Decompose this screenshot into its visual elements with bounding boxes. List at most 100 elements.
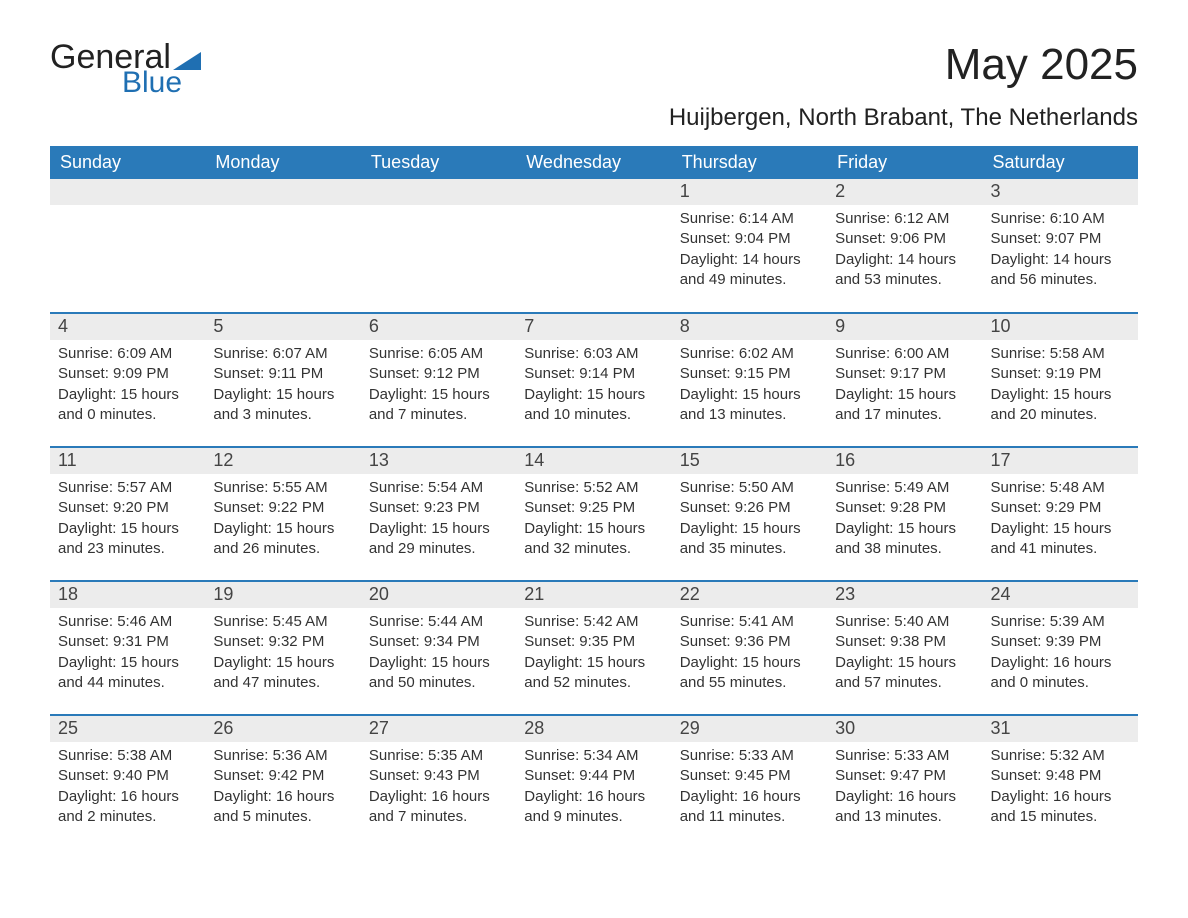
day-number: 3: [983, 179, 1138, 205]
sunset-text: Sunset: 9:44 PM: [524, 766, 663, 786]
sunrise-text: Sunrise: 6:03 AM: [524, 344, 663, 364]
calendar-cell: 24Sunrise: 5:39 AMSunset: 9:39 PMDayligh…: [983, 581, 1138, 715]
sunrise-text: Sunrise: 6:09 AM: [58, 344, 197, 364]
sunrise-text: Sunrise: 5:33 AM: [835, 746, 974, 766]
daylight-text: Daylight: 15 hours and 44 minutes.: [58, 653, 197, 694]
day-number: 19: [205, 582, 360, 608]
sunrise-text: Sunrise: 5:46 AM: [58, 612, 197, 632]
day-details: Sunrise: 6:09 AMSunset: 9:09 PMDaylight:…: [50, 340, 205, 433]
day-details: Sunrise: 5:32 AMSunset: 9:48 PMDaylight:…: [983, 742, 1138, 835]
sunrise-text: Sunrise: 5:32 AM: [991, 746, 1130, 766]
sunrise-text: Sunrise: 5:36 AM: [213, 746, 352, 766]
day-number: 15: [672, 448, 827, 474]
day-number: 29: [672, 716, 827, 742]
calendar-cell: 18Sunrise: 5:46 AMSunset: 9:31 PMDayligh…: [50, 581, 205, 715]
sunset-text: Sunset: 9:14 PM: [524, 364, 663, 384]
day-details: [516, 205, 671, 217]
location-subtitle: Huijbergen, North Brabant, The Netherlan…: [50, 104, 1138, 132]
daylight-text: Daylight: 15 hours and 29 minutes.: [369, 519, 508, 560]
sunrise-text: Sunrise: 6:00 AM: [835, 344, 974, 364]
daylight-text: Daylight: 14 hours and 49 minutes.: [680, 250, 819, 291]
page-title: May 2025: [945, 40, 1138, 90]
calendar-cell: 8Sunrise: 6:02 AMSunset: 9:15 PMDaylight…: [672, 313, 827, 447]
calendar-cell: 28Sunrise: 5:34 AMSunset: 9:44 PMDayligh…: [516, 715, 671, 849]
day-details: Sunrise: 5:50 AMSunset: 9:26 PMDaylight:…: [672, 474, 827, 567]
sunrise-text: Sunrise: 5:58 AM: [991, 344, 1130, 364]
day-details: Sunrise: 5:52 AMSunset: 9:25 PMDaylight:…: [516, 474, 671, 567]
day-number: 9: [827, 314, 982, 340]
calendar-table: Sunday Monday Tuesday Wednesday Thursday…: [50, 146, 1138, 849]
calendar-cell: 16Sunrise: 5:49 AMSunset: 9:28 PMDayligh…: [827, 447, 982, 581]
daylight-text: Daylight: 15 hours and 10 minutes.: [524, 385, 663, 426]
logo: General Blue: [50, 40, 201, 98]
sunset-text: Sunset: 9:35 PM: [524, 632, 663, 652]
calendar-cell: 22Sunrise: 5:41 AMSunset: 9:36 PMDayligh…: [672, 581, 827, 715]
day-details: Sunrise: 5:48 AMSunset: 9:29 PMDaylight:…: [983, 474, 1138, 567]
calendar-cell: 1Sunrise: 6:14 AMSunset: 9:04 PMDaylight…: [672, 179, 827, 313]
calendar-cell: 14Sunrise: 5:52 AMSunset: 9:25 PMDayligh…: [516, 447, 671, 581]
daylight-text: Daylight: 16 hours and 0 minutes.: [991, 653, 1130, 694]
sunset-text: Sunset: 9:17 PM: [835, 364, 974, 384]
sunrise-text: Sunrise: 6:10 AM: [991, 209, 1130, 229]
sunset-text: Sunset: 9:22 PM: [213, 498, 352, 518]
sunset-text: Sunset: 9:25 PM: [524, 498, 663, 518]
daylight-text: Daylight: 15 hours and 57 minutes.: [835, 653, 974, 694]
sunset-text: Sunset: 9:19 PM: [991, 364, 1130, 384]
daylight-text: Daylight: 15 hours and 7 minutes.: [369, 385, 508, 426]
day-number: [50, 179, 205, 205]
weekday-header: Wednesday: [516, 146, 671, 179]
sunrise-text: Sunrise: 5:39 AM: [991, 612, 1130, 632]
calendar-cell: 29Sunrise: 5:33 AMSunset: 9:45 PMDayligh…: [672, 715, 827, 849]
daylight-text: Daylight: 15 hours and 50 minutes.: [369, 653, 508, 694]
sunset-text: Sunset: 9:23 PM: [369, 498, 508, 518]
sunrise-text: Sunrise: 5:40 AM: [835, 612, 974, 632]
day-number: 4: [50, 314, 205, 340]
day-number: 27: [361, 716, 516, 742]
daylight-text: Daylight: 15 hours and 52 minutes.: [524, 653, 663, 694]
daylight-text: Daylight: 15 hours and 41 minutes.: [991, 519, 1130, 560]
weekday-header-row: Sunday Monday Tuesday Wednesday Thursday…: [50, 146, 1138, 179]
day-details: Sunrise: 5:57 AMSunset: 9:20 PMDaylight:…: [50, 474, 205, 567]
sunrise-text: Sunrise: 5:52 AM: [524, 478, 663, 498]
day-details: Sunrise: 5:33 AMSunset: 9:47 PMDaylight:…: [827, 742, 982, 835]
day-details: Sunrise: 5:42 AMSunset: 9:35 PMDaylight:…: [516, 608, 671, 701]
sunset-text: Sunset: 9:09 PM: [58, 364, 197, 384]
day-number: 23: [827, 582, 982, 608]
calendar-cell: 5Sunrise: 6:07 AMSunset: 9:11 PMDaylight…: [205, 313, 360, 447]
sunset-text: Sunset: 9:29 PM: [991, 498, 1130, 518]
daylight-text: Daylight: 16 hours and 7 minutes.: [369, 787, 508, 828]
weekday-header: Sunday: [50, 146, 205, 179]
day-number: 10: [983, 314, 1138, 340]
sunrise-text: Sunrise: 6:05 AM: [369, 344, 508, 364]
calendar-week-row: 1Sunrise: 6:14 AMSunset: 9:04 PMDaylight…: [50, 179, 1138, 313]
weekday-header: Tuesday: [361, 146, 516, 179]
calendar-cell: 2Sunrise: 6:12 AMSunset: 9:06 PMDaylight…: [827, 179, 982, 313]
day-number: 18: [50, 582, 205, 608]
day-details: Sunrise: 6:00 AMSunset: 9:17 PMDaylight:…: [827, 340, 982, 433]
sunrise-text: Sunrise: 5:41 AM: [680, 612, 819, 632]
calendar-cell: [516, 179, 671, 313]
day-details: Sunrise: 5:33 AMSunset: 9:45 PMDaylight:…: [672, 742, 827, 835]
sunrise-text: Sunrise: 5:57 AM: [58, 478, 197, 498]
calendar-cell: [361, 179, 516, 313]
sunrise-text: Sunrise: 5:54 AM: [369, 478, 508, 498]
daylight-text: Daylight: 15 hours and 13 minutes.: [680, 385, 819, 426]
day-number: 7: [516, 314, 671, 340]
sunrise-text: Sunrise: 5:33 AM: [680, 746, 819, 766]
sunrise-text: Sunrise: 6:07 AM: [213, 344, 352, 364]
day-details: Sunrise: 5:58 AMSunset: 9:19 PMDaylight:…: [983, 340, 1138, 433]
day-details: Sunrise: 6:14 AMSunset: 9:04 PMDaylight:…: [672, 205, 827, 298]
daylight-text: Daylight: 15 hours and 47 minutes.: [213, 653, 352, 694]
calendar-cell: 21Sunrise: 5:42 AMSunset: 9:35 PMDayligh…: [516, 581, 671, 715]
day-number: 1: [672, 179, 827, 205]
calendar-cell: 3Sunrise: 6:10 AMSunset: 9:07 PMDaylight…: [983, 179, 1138, 313]
day-number: [361, 179, 516, 205]
calendar-cell: 13Sunrise: 5:54 AMSunset: 9:23 PMDayligh…: [361, 447, 516, 581]
calendar-cell: 30Sunrise: 5:33 AMSunset: 9:47 PMDayligh…: [827, 715, 982, 849]
sunset-text: Sunset: 9:20 PM: [58, 498, 197, 518]
calendar-cell: [205, 179, 360, 313]
sunset-text: Sunset: 9:42 PM: [213, 766, 352, 786]
weekday-header: Friday: [827, 146, 982, 179]
day-details: Sunrise: 5:40 AMSunset: 9:38 PMDaylight:…: [827, 608, 982, 701]
day-number: 26: [205, 716, 360, 742]
